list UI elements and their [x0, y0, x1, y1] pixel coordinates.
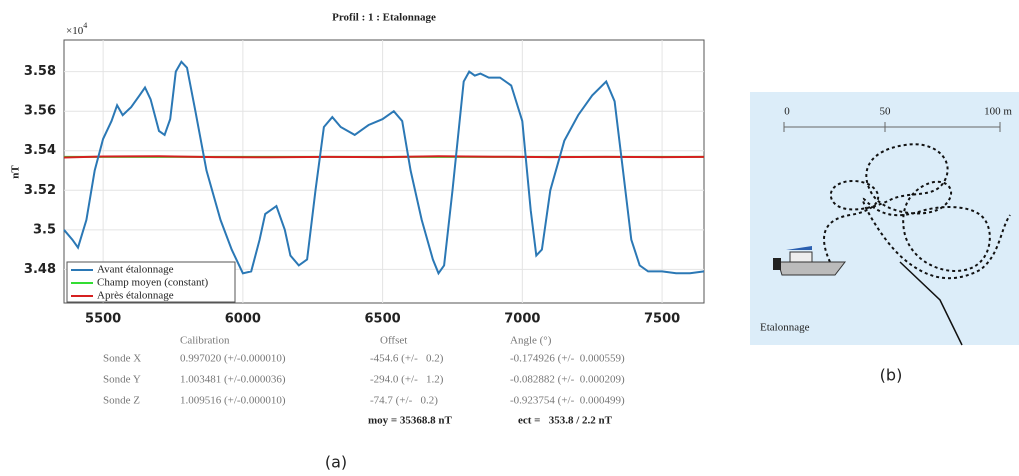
y-tick-label: 3.52 — [24, 183, 56, 198]
row-label: Sonde Y — [103, 374, 141, 386]
y-tick-label: 3.5 — [33, 222, 56, 237]
y-multiplier: ×104 — [66, 21, 87, 37]
y-axis-label: nT — [10, 165, 22, 179]
boat-roof — [786, 246, 812, 250]
row-label: Sonde X — [103, 353, 141, 365]
diagram-label: Etalonnage — [760, 322, 810, 334]
boat-engine — [773, 258, 781, 270]
multiplier-base: ×10 — [66, 25, 84, 37]
legend-label: Après étalonnage — [97, 290, 174, 302]
chart-title: Profil : 1 : Etalonnage — [332, 12, 436, 24]
caption: (a) — [325, 453, 347, 472]
legend-label: Avant étalonnage — [97, 264, 174, 276]
y-tick-label: 3.54 — [24, 143, 56, 158]
x-tick-label: 6500 — [365, 312, 401, 327]
mean-summary: moy = 35368.8 nT — [368, 415, 453, 427]
boat-cabin — [789, 251, 813, 263]
x-tick-label: 7500 — [644, 312, 680, 327]
table-cell: -0.082882 (+/- 0.000209) — [510, 374, 625, 386]
table-cell: 1.009516 (+/-0.000010) — [180, 395, 286, 407]
table-cell: 0.997020 (+/-0.000010) — [180, 353, 286, 365]
table-cell: 1.003481 (+/-0.000036) — [180, 374, 286, 386]
trajectory — [823, 143, 1011, 280]
y-tick-label: 3.56 — [24, 104, 56, 119]
x-tick-label: 5500 — [85, 312, 121, 327]
scale-label: 100 m — [984, 106, 1012, 118]
scale-label: 0 — [784, 106, 790, 118]
calibration-table: Calibration Offset Angle (°) Sonde X 0.99… — [103, 335, 625, 407]
survey-diagram: 0 50 100 m Etalonnage — [750, 92, 1019, 346]
map-background — [750, 92, 1019, 345]
table-cell: -0.923754 (+/- 0.000499) — [510, 395, 625, 407]
x-tick-label: 6000 — [225, 312, 261, 327]
plot-frame — [63, 39, 705, 304]
x-tick-label: 7000 — [504, 312, 540, 327]
table-cell: -454.6 (+/- 0.2) — [370, 353, 444, 365]
table-header: Angle (°) — [510, 335, 552, 347]
table-cell: -74.7 (+/- 0.2) — [370, 395, 438, 407]
lines — [63, 60, 705, 276]
scale-label: 50 — [880, 106, 892, 118]
table-cell: -0.174926 (+/- 0.000559) — [510, 353, 625, 365]
table-cell: -294.0 (+/- 1.2) — [370, 374, 444, 386]
row-label: Sonde Z — [103, 395, 140, 407]
std-summary: ect = 353.8 / 2.2 nT — [518, 415, 613, 427]
y-tick-label: 3.58 — [24, 64, 56, 79]
legend-box — [66, 261, 236, 303]
data-line — [63, 60, 705, 276]
caption: (b) — [880, 366, 903, 385]
boat-hull — [777, 261, 847, 276]
y-tick-label: 3.48 — [24, 262, 56, 277]
legend-label: Champ moyen (constant) — [97, 277, 209, 289]
data-line — [63, 155, 705, 159]
tow-cable — [899, 261, 963, 346]
multiplier-exponent: 4 — [83, 21, 87, 30]
table-header: Calibration — [180, 335, 230, 347]
table-header: Offset — [380, 335, 407, 347]
